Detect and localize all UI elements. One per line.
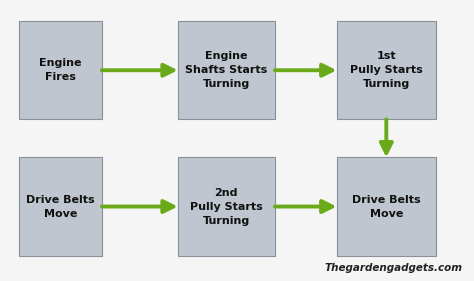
Text: Engine
Fires: Engine Fires: [39, 58, 82, 82]
FancyBboxPatch shape: [178, 21, 275, 119]
FancyBboxPatch shape: [337, 157, 436, 256]
FancyBboxPatch shape: [337, 21, 436, 119]
Text: Thegardengadgets.com: Thegardengadgets.com: [324, 262, 462, 273]
FancyBboxPatch shape: [178, 157, 275, 256]
FancyBboxPatch shape: [19, 157, 102, 256]
Text: 2nd
Pully Starts
Turning: 2nd Pully Starts Turning: [190, 187, 263, 226]
Text: 1st
Pully Starts
Turning: 1st Pully Starts Turning: [350, 51, 423, 89]
Text: Drive Belts
Move: Drive Belts Move: [352, 194, 420, 219]
Text: Drive Belts
Move: Drive Belts Move: [26, 194, 95, 219]
FancyBboxPatch shape: [19, 21, 102, 119]
Text: Engine
Shafts Starts
Turning: Engine Shafts Starts Turning: [185, 51, 267, 89]
